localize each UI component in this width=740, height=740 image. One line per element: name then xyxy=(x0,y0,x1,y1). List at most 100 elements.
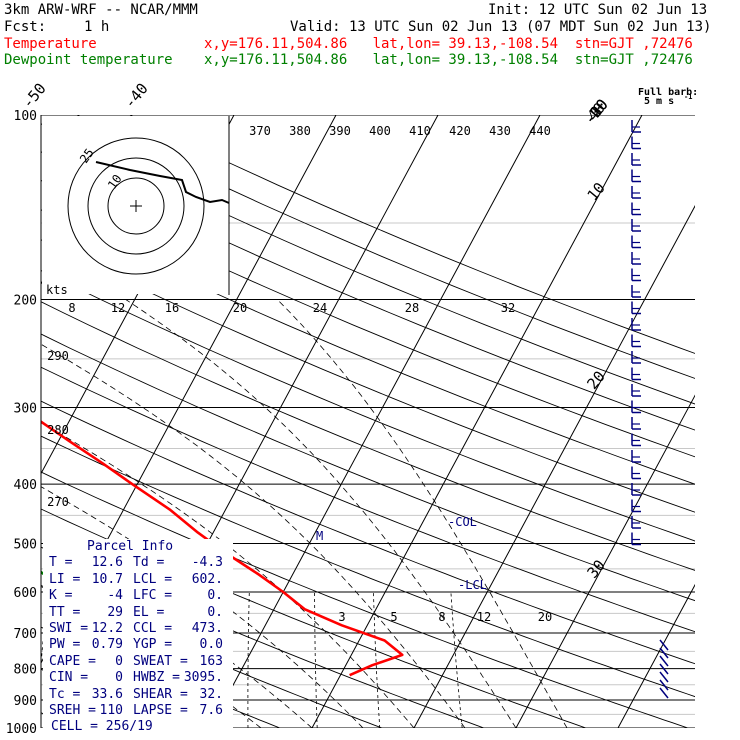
mixing-ratio-line xyxy=(373,591,381,728)
isotherm-line xyxy=(720,115,740,728)
isotherm-line xyxy=(311,115,643,728)
dry-adiabat xyxy=(41,209,695,485)
index-value: 10.7 xyxy=(91,571,123,587)
index-row: SWI = 12.2 CCL = 473. xyxy=(43,621,233,637)
model-title: 3km ARW-WRF -- NCAR/MMM xyxy=(4,2,198,18)
indices-table: T = 12.6 Td = -4.3 LI = 10.7 LCL = 602. K = -4 LFC… xyxy=(43,555,233,719)
dry-adiabat xyxy=(76,115,695,379)
theta-label: 290 xyxy=(47,349,69,363)
parcel-info-title: Parcel Info xyxy=(87,539,174,554)
dry-adiabat xyxy=(41,333,695,602)
speed-unit: kts xyxy=(46,283,68,297)
index-key: SHEAR = xyxy=(133,686,188,702)
index-key: SWEAT = xyxy=(133,653,188,669)
isotherm-line xyxy=(515,394,695,728)
speed-scale-label: 20 xyxy=(233,301,247,315)
index-value: 0.79 xyxy=(91,637,123,653)
index-key: SWI = xyxy=(49,620,89,636)
hodograph-ring xyxy=(67,137,205,275)
hodograph-ring xyxy=(107,177,165,235)
index-row: CIN = 0 HWBZ = 3095. xyxy=(43,670,233,686)
index-value: -4 xyxy=(107,588,123,604)
moist-adiabat xyxy=(125,299,517,728)
pressure-label: 700 xyxy=(14,627,37,642)
barb-legend-unit: 5 m s xyxy=(644,96,674,107)
speed-scale-label: 12 xyxy=(111,301,125,315)
wind-barb xyxy=(659,671,669,683)
index-value: 0 xyxy=(115,670,123,686)
hodograph-ring-label: 10 xyxy=(105,172,125,192)
isotherm-line xyxy=(209,115,541,728)
isotherm-line xyxy=(413,204,695,728)
speed-scale-label: 24 xyxy=(313,301,327,315)
index-value: 12.2 xyxy=(91,620,123,636)
theta-label: 370 xyxy=(249,124,271,138)
index-key: SREH = xyxy=(49,702,96,718)
index-key: K = xyxy=(49,588,73,604)
parcel-info-panel: Parcel Info T = 12.6 Td = -4.3 LI = 10.7 LCL =… xyxy=(43,539,233,734)
valid-time: Valid: 13 UTC Sun 02 Jun 13 (07 MDT Sun … xyxy=(290,19,712,35)
theta-label: 430 xyxy=(489,124,511,138)
mixing-ratio-label: 20 xyxy=(538,610,552,624)
speed-scale-label: 16 xyxy=(165,301,179,315)
temperature-profile xyxy=(41,420,404,677)
fcst-label: Fcst: xyxy=(4,19,47,35)
speed-scale-label: 32 xyxy=(501,301,515,315)
temperature-info: x,y=176.11,504.86 lat,lon= 39.13,-108.54… xyxy=(204,36,693,52)
index-row: SREH = 110 LAPSE = 7.6 xyxy=(43,703,233,719)
isotherm-label: -40 xyxy=(121,80,152,112)
theta-label: 420 xyxy=(449,124,471,138)
index-row: Tc = 33.6 SHEAR = 32. xyxy=(43,687,233,703)
theta-label: 410 xyxy=(409,124,431,138)
index-value: 0. xyxy=(207,588,223,604)
index-row: LI = 10.7 LCL = 602. xyxy=(43,572,233,588)
lcl-label: -LCL xyxy=(458,578,487,592)
wind-barb xyxy=(659,687,669,699)
pressure-label: 1000 xyxy=(6,722,37,737)
dry-adiabat xyxy=(41,400,695,665)
index-value: 110 xyxy=(99,702,123,718)
wind-barbs: Full barb:5 m s -1 xyxy=(631,87,698,699)
pressure-label: 300 xyxy=(14,401,37,416)
index-row: T = 12.6 Td = -4.3 xyxy=(43,555,233,571)
index-value: 0 xyxy=(115,653,123,669)
pressure-label: 600 xyxy=(14,586,37,601)
init-time: Init: 12 UTC Sun 02 Jun 13 xyxy=(488,2,708,18)
moist-adiabat xyxy=(277,299,568,728)
index-row: TT = 29 EL = 0. xyxy=(43,605,233,621)
barb-legend-text: Full barb: xyxy=(638,87,698,98)
index-value: 473. xyxy=(191,620,223,636)
speed-scale-label: 28 xyxy=(405,301,419,315)
index-key: LI = xyxy=(49,571,81,587)
barb-legend-exp: -1 xyxy=(684,93,692,101)
wind-barb xyxy=(659,679,669,691)
index-value: 33.6 xyxy=(91,686,123,702)
hodograph-ring xyxy=(87,157,185,255)
theta-label: 440 xyxy=(529,124,551,138)
index-key: TT = xyxy=(49,604,81,620)
mixing-ratio-label: 8 xyxy=(438,610,445,624)
index-key: LAPSE = xyxy=(133,702,188,718)
isotherm-label: -50 xyxy=(19,80,50,112)
dry-adiabat xyxy=(41,301,695,571)
index-value: 32. xyxy=(199,686,223,702)
index-value: 163 xyxy=(199,653,223,669)
theta-label: 380 xyxy=(289,124,311,138)
index-value: -4.3 xyxy=(191,555,223,571)
pressure-label: 200 xyxy=(14,294,37,309)
col-label: -COL xyxy=(448,515,477,529)
theta-label: 390 xyxy=(329,124,351,138)
index-key: CAPE = xyxy=(49,653,96,669)
index-value: 0.0 xyxy=(199,637,223,653)
index-key: YGP = xyxy=(133,637,173,653)
index-row: CAPE = 0 SWEAT = 163 xyxy=(43,654,233,670)
index-key: EL = xyxy=(133,604,165,620)
dry-adiabat xyxy=(41,151,695,431)
dry-adiabat xyxy=(41,269,695,542)
mixing-ratio-line xyxy=(314,592,318,728)
dry-adiabat xyxy=(41,179,695,458)
wind-barb xyxy=(659,663,669,675)
dewpoint-legend: Dewpoint temperature xyxy=(4,52,173,68)
index-key: PW = xyxy=(49,637,81,653)
